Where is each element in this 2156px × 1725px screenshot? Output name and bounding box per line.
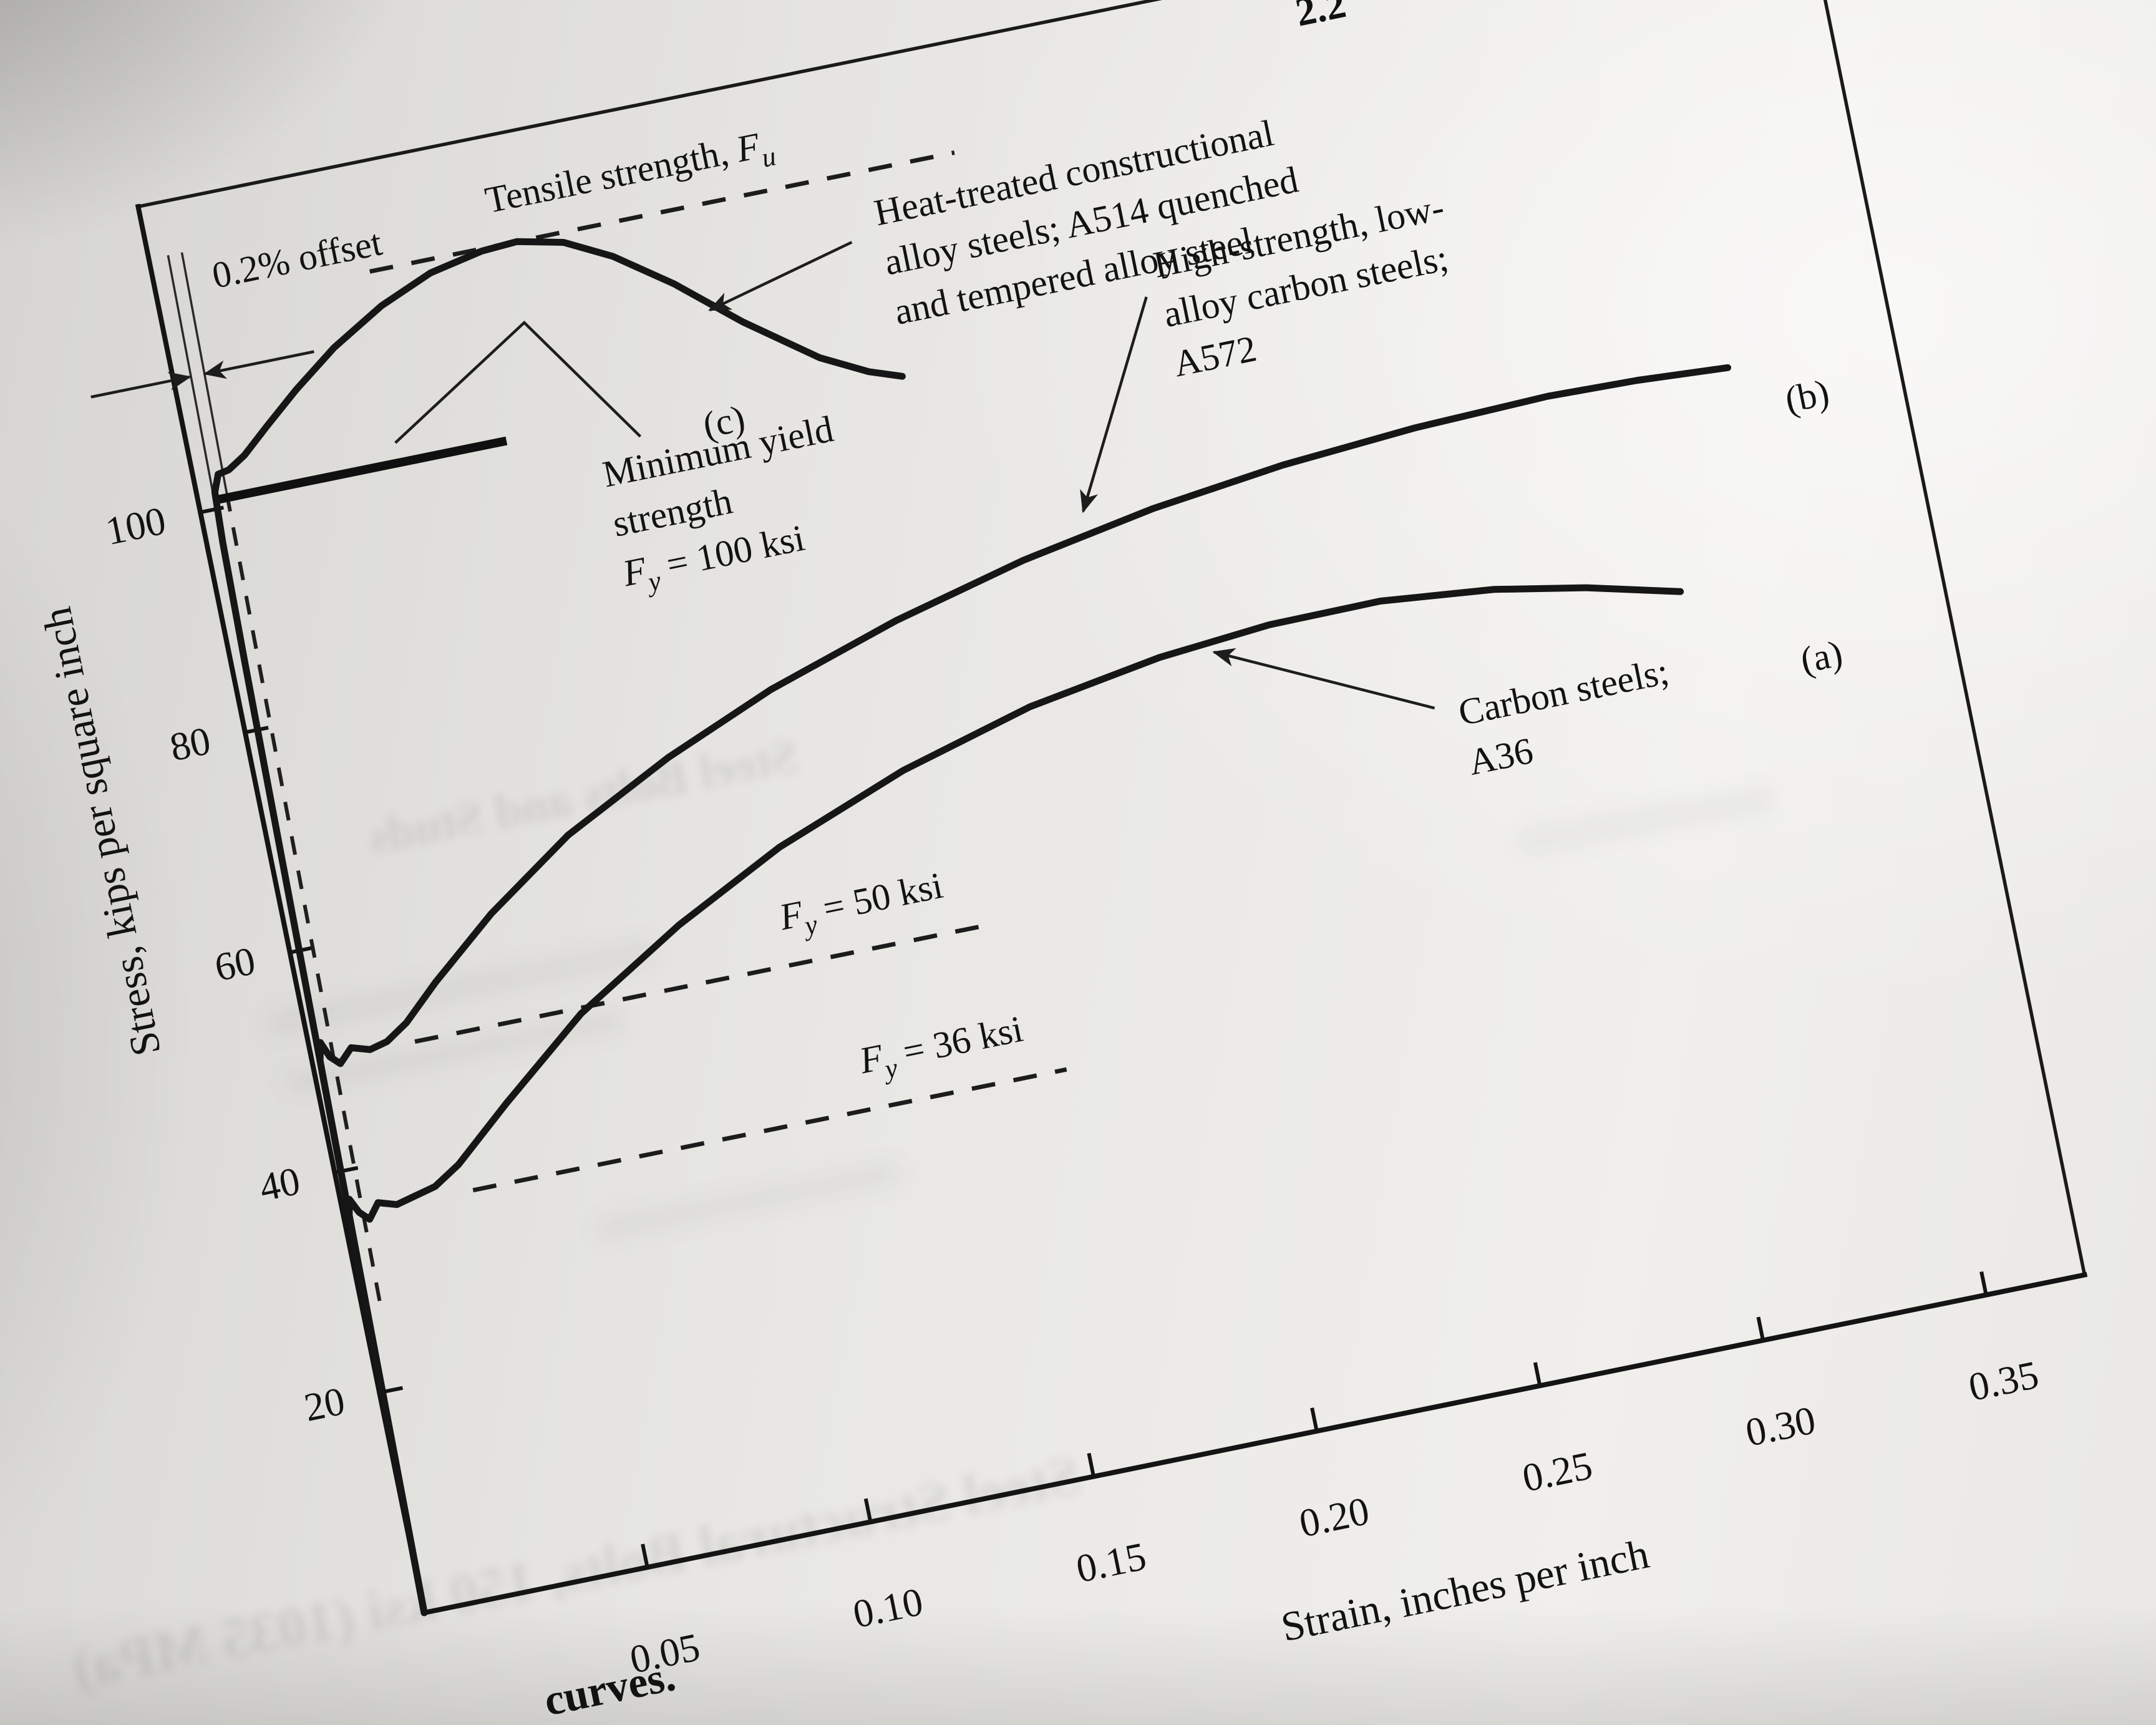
fy50-label: Fy = 50 ksi — [775, 865, 948, 946]
curve-tag-c: (c) — [699, 397, 748, 446]
x-tick — [1533, 1362, 1542, 1386]
plot-right-border — [1797, 0, 2087, 1276]
carbon-label-line2: A36 — [1465, 730, 1536, 783]
fy36-label: Fy = 36 ksi — [855, 1008, 1027, 1089]
y-tick-label: 100 — [102, 498, 169, 553]
tensile-strength-dashed-line — [369, 150, 955, 274]
tensile-subscript: u — [759, 140, 779, 173]
offset-0.2pct-dashed-line — [225, 497, 382, 1301]
x-tick — [1087, 1452, 1095, 1477]
x-axis — [421, 1271, 2088, 1616]
x-tick-label: 0.05 — [626, 1625, 704, 1682]
y-tick-label: 20 — [301, 1378, 349, 1429]
curve-b-A572 — [316, 364, 1732, 1616]
min-yield-leader-line — [394, 321, 642, 444]
offset-dimension-arrow-right — [203, 350, 314, 379]
y-tick-label: 40 — [256, 1159, 304, 1210]
high-strength-label-line3: A572 — [1170, 328, 1260, 384]
curve-tag-b: (b) — [1782, 372, 1833, 421]
x-tick-label: 0.25 — [1518, 1443, 1596, 1500]
high-strength-leader-arrow — [1080, 296, 1148, 513]
offset-reference-line-elastic — [167, 255, 217, 510]
x-axis-title: Strain, inches per inch — [1278, 1531, 1653, 1651]
x-tick-label: 0.35 — [1965, 1352, 2042, 1409]
y-tick-label: 60 — [211, 938, 259, 989]
tensile-prefix: Tensile strength, — [482, 130, 741, 221]
x-tick — [641, 1543, 649, 1568]
tensile-strength-label: Tensile strength, Fu — [482, 122, 779, 229]
y-tick-labels: 20 40 60 80 100 — [102, 498, 349, 1429]
plot-top-border — [137, 0, 1799, 208]
offset-label: 0.2% offset — [208, 221, 385, 296]
fy50-value: = 50 ksi — [810, 865, 946, 931]
fy36-value: = 36 ksi — [890, 1008, 1026, 1074]
carbon-steels-leader-arrow — [1212, 648, 1435, 710]
offset-dimension-arrow-left — [90, 372, 192, 399]
page-header-partial: 2.2 — [1292, 0, 1350, 35]
carbon-label-line1: Carbon steels; — [1455, 651, 1672, 734]
heat-treated-leader-arrow — [708, 241, 853, 312]
fy-50-dashed-line — [414, 922, 991, 1044]
x-tick — [1979, 1271, 1988, 1296]
curve-tag-a: (a) — [1797, 633, 1846, 681]
x-tick-label: 0.30 — [1742, 1397, 1819, 1455]
curve-a-A36 — [346, 584, 1684, 1616]
y-axis-title: Stress, kips per square inch — [34, 603, 170, 1059]
x-tick-label: 0.20 — [1296, 1489, 1373, 1546]
x-tick-label: 0.10 — [849, 1579, 926, 1636]
x-tick — [1310, 1407, 1319, 1432]
x-tick — [863, 1498, 873, 1523]
minimum-yield-strength-bar — [218, 436, 508, 504]
y-tick-label: 80 — [166, 718, 214, 769]
x-ticks — [641, 1271, 1988, 1568]
x-tick — [1756, 1316, 1765, 1341]
x-tick-label: 0.15 — [1072, 1533, 1150, 1591]
fy-36-dashed-line — [472, 1067, 1067, 1193]
